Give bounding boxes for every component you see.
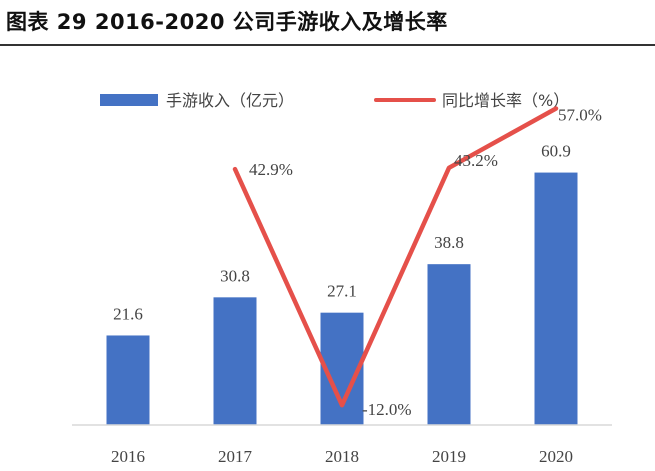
growth-rate-line [232,106,559,408]
x-tick-label: 2019 [432,447,466,466]
chart-title: 图表 29 2016-2020 公司手游收入及增长率 [6,10,448,34]
growth-rate-label: 57.0% [558,106,602,125]
x-tick-label: 2017 [218,447,253,466]
x-tick-label: 2018 [325,447,359,466]
legend-swatch-revenue [100,94,158,106]
bar-2017 [213,297,257,425]
bar-2019 [427,264,471,425]
legend-label-revenue: 手游收入（亿元） [166,91,294,110]
growth-rate-label: 43.2% [454,151,498,170]
growth-rate-label: 42.9% [249,160,293,179]
bar-value-label: 38.8 [434,233,464,252]
legend-label-growth: 同比增长率（%） [442,91,569,110]
bar-2016 [106,335,150,425]
bar-value-label: 30.8 [220,266,250,285]
bar-2020 [534,172,578,425]
bar-value-label: 21.6 [113,304,143,323]
title-divider [0,44,655,46]
growth-rate-label: -12.0% [362,400,412,419]
bar-value-label: 60.9 [541,142,571,161]
bar-value-label: 27.1 [327,282,357,301]
x-tick-label: 2016 [111,447,145,466]
x-tick-label: 2020 [539,447,573,466]
